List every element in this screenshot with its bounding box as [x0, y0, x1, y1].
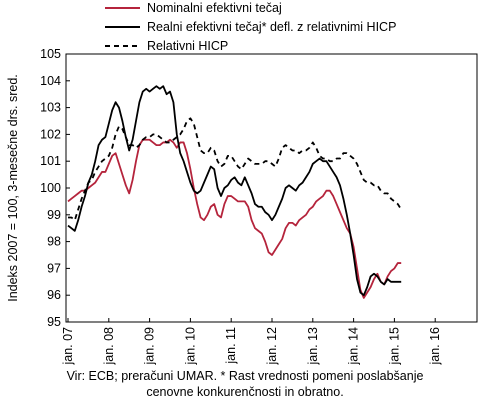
x-tick-label: jan. 13	[306, 327, 320, 366]
y-tick-label: 102	[40, 127, 61, 141]
footnote-line-2: cenovne konkurenčnosti in obratno.	[146, 385, 343, 399]
x-tick-label: jan. 07	[61, 327, 75, 366]
x-tick-label: jan. 15	[387, 327, 401, 366]
x-tick-label: jan. 11	[224, 327, 238, 365]
y-axis: 95 96 97 98 99 100 101 102 103 104 105	[40, 47, 70, 329]
series-line-nominal	[67, 138, 402, 299]
y-tick-label: 97	[47, 261, 61, 275]
series-line-hicp	[68, 117, 402, 222]
x-tick-label: jan. 12	[265, 327, 279, 366]
series-line-real	[67, 85, 402, 297]
y-tick-label: 101	[40, 154, 61, 168]
legend-label-hicp: Relativni HICP	[147, 39, 228, 53]
y-axis-title: Indeks 2007 = 100, 3-mesečne drs. sred.	[6, 74, 20, 302]
x-tick-label: jan. 14	[347, 327, 361, 366]
x-tick-label: jan. 16	[428, 327, 442, 366]
y-tick-label: 95	[47, 315, 61, 329]
x-tick-label: jan. 08	[102, 327, 116, 366]
legend-label-real: Realni efektivni tečaj* defl. z relativn…	[147, 20, 396, 34]
legend-label-nominal: Nominalni efektivni tečaj	[147, 1, 282, 15]
legend: Nominalni efektivni tečaj Realni efektiv…	[105, 1, 396, 53]
x-axis: jan. 07 jan. 08 jan. 09 jan. 10 jan. 11 jan. …	[61, 318, 442, 366]
series-group	[67, 85, 402, 299]
y-tick-label: 105	[40, 47, 61, 61]
y-tick-label: 104	[40, 74, 61, 88]
y-tick-label: 99	[47, 208, 61, 222]
x-tick-label: jan. 10	[183, 327, 197, 366]
y-tick-label: 100	[40, 181, 61, 195]
y-tick-label: 103	[40, 101, 61, 115]
footnote-line-1: Vir: ECB; preračuni UMAR. * Rast vrednos…	[67, 369, 424, 383]
x-tick-label: jan. 09	[143, 327, 157, 366]
y-tick-label: 96	[47, 288, 61, 302]
y-tick-label: 98	[47, 235, 61, 249]
